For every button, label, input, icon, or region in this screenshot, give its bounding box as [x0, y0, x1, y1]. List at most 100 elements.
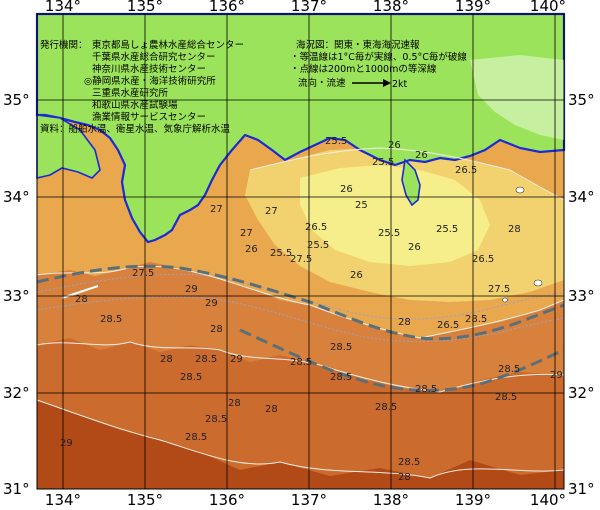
- legend-issuers: 発行機関： 東京都島しょ農林水産総合センター 千葉県水産総合研究センター 神奈川…: [40, 39, 244, 135]
- isotherm-label: 28.5: [180, 372, 202, 383]
- isotherm-label: 27.5: [488, 284, 510, 295]
- isotherm-label: 26.5: [455, 165, 477, 176]
- issuer-item: 東京都島しょ農林水産総合センター: [92, 39, 244, 51]
- lon-ticks-top: 134° 135° 136° 137° 138° 139° 140°: [45, 0, 566, 15]
- isotherm-label: 26: [408, 242, 421, 253]
- isotherm-lines: [36, 147, 565, 479]
- lat-ticks-right: 35° 34° 33° 32° 31°: [568, 91, 595, 498]
- isotherm-label: 28.5: [185, 432, 207, 443]
- lat-tick: 31°: [568, 480, 595, 498]
- isotherm-label: 29: [550, 370, 563, 381]
- isotherm-label: 26: [415, 150, 428, 161]
- lon-tick: 139°: [455, 0, 491, 15]
- issuers-label: 発行機関：: [40, 39, 88, 51]
- land-honshu: [35, 12, 566, 244]
- flow-value: 2kt: [392, 79, 408, 90]
- kuroshio-current-path: [36, 264, 565, 341]
- isotherm-label: 28.5: [330, 342, 352, 353]
- issuer-item: 千葉県水産総合研究センター: [92, 51, 216, 63]
- isotherm-label: 29: [230, 354, 243, 365]
- lon-tick: 137°: [291, 0, 327, 15]
- isotherm-label: 26.5: [437, 320, 459, 331]
- land-shikoku: [36, 114, 101, 180]
- isotherm-label: 28.5: [465, 314, 487, 325]
- isotherm-label: 26: [340, 184, 353, 195]
- legend-chart-info: 海況図：関東・東海海況速報 ・等温線は1°C毎が実線、0.5°C毎が破線 ・点線…: [290, 39, 467, 90]
- isotherm-label: 28.5: [415, 384, 437, 395]
- depth-note: ・点線は200mと1000mの等深線: [290, 63, 437, 75]
- isotherm-label: 26: [245, 244, 258, 255]
- issuer-item: 神奈川県水産技術センター: [92, 63, 206, 75]
- lat-tick: 32°: [568, 384, 595, 402]
- isotherm-label: 28: [75, 294, 88, 305]
- lat-tick: 35°: [568, 91, 595, 109]
- lat-ticks-left: 35° 34° 33° 32° 31°: [3, 91, 30, 498]
- isotherm-label: 26: [350, 270, 363, 281]
- isotherm-label: 28: [210, 324, 223, 335]
- isotherm-label: 28.5: [398, 457, 420, 468]
- isotherm-label: 25.5: [372, 157, 394, 168]
- isotherm-label: 29: [185, 284, 198, 295]
- lon-tick: 136°: [209, 491, 245, 509]
- isotherm-label: 25.5: [378, 228, 400, 239]
- issuer-item: 漁業情報サービスセンター: [92, 111, 206, 123]
- isotherm-label: 29: [205, 298, 218, 309]
- flow-label: 流向・流速: [298, 77, 346, 89]
- island-marker: [502, 297, 508, 303]
- lon-tick: 140°: [530, 0, 566, 15]
- isotherm-label: 28: [228, 398, 241, 409]
- sea-band-25: [300, 165, 490, 266]
- issuer-item: ◎静岡県水産・海洋技術研究所: [84, 75, 216, 87]
- depth-contour-1000m: [36, 296, 565, 343]
- lon-tick: 136°: [209, 0, 245, 15]
- isotherm-label: 25: [355, 200, 368, 211]
- isotherm-label: 27.5: [132, 268, 154, 279]
- isotherm-label: 28.5: [495, 392, 517, 403]
- data-source: 資料：船舶水温、衛星水温、気象庁解析水温: [40, 123, 231, 135]
- isotherm-label: 27: [265, 206, 278, 217]
- lat-tick: 32°: [3, 384, 30, 402]
- lon-tick: 139°: [455, 491, 491, 509]
- isotherm-label: 26.5: [305, 222, 327, 233]
- lat-tick: 33°: [568, 287, 595, 305]
- lon-tick: 137°: [291, 491, 327, 509]
- issuer-item: 和歌山県水産試験場: [92, 99, 178, 111]
- lon-tick: 134°: [45, 491, 81, 509]
- lat-tick: 34°: [3, 188, 30, 206]
- isotherm-label: 28: [508, 224, 521, 235]
- isotherm-label: 28.5: [195, 354, 217, 365]
- chart-title: 海況図：関東・東海海況速報: [296, 39, 420, 51]
- lon-tick: 135°: [127, 0, 163, 15]
- kuroshio-current-path: [239, 328, 565, 392]
- land-kanto: [470, 55, 564, 140]
- lon-tick: 135°: [127, 491, 163, 509]
- isotherm-label: 27: [240, 228, 253, 239]
- isotherm-label: 26: [388, 140, 401, 151]
- isotherm-label: 28: [398, 317, 411, 328]
- isotherm-label: 29: [60, 438, 73, 449]
- lon-tick: 134°: [45, 0, 81, 15]
- isotherm-label: 28.5: [498, 364, 520, 375]
- flow-arrowhead-icon: [383, 79, 391, 87]
- island-marker: [515, 186, 525, 194]
- isotherm-label: 26.5: [472, 254, 494, 265]
- map-frame: [36, 13, 565, 490]
- isotherm-label: 27: [210, 204, 223, 215]
- isotherm-note: ・等温線は1°C毎が実線、0.5°C毎が破線: [290, 51, 467, 63]
- isotherm-label: 28: [265, 404, 278, 415]
- isotherm-label: 28: [398, 472, 411, 483]
- isotherm-label: 25.5: [325, 136, 347, 147]
- isotherm-label: 28.5: [330, 372, 352, 383]
- land-izu: [401, 158, 421, 207]
- lon-tick: 138°: [373, 0, 409, 15]
- isotherm-label: 25.5: [307, 240, 329, 251]
- isotherm-label: 28: [160, 354, 173, 365]
- isotherm-labels: 25.5 26 26 26.5 26 25.5 25 25.5 25.5 26 …: [60, 136, 563, 483]
- island-marker: [533, 279, 543, 287]
- isotherm-label: 25.5: [436, 224, 458, 235]
- lat-tick: 31°: [3, 480, 30, 498]
- isotherm-label: 28.5: [205, 414, 227, 425]
- isotherm-label: 27.5: [290, 254, 312, 265]
- isotherm-label: 28.5: [100, 314, 122, 325]
